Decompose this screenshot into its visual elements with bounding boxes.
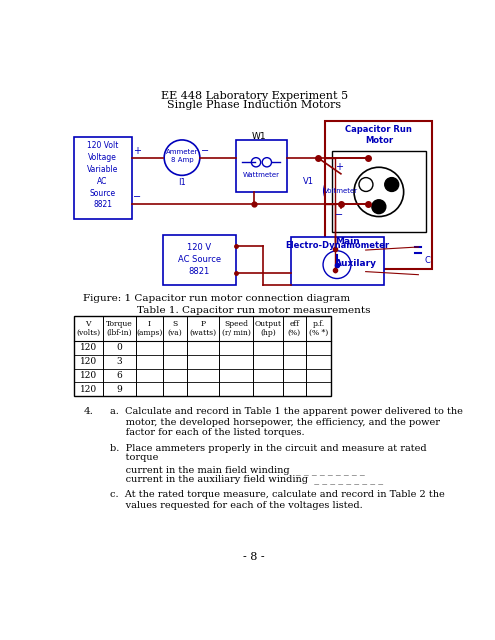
Text: 120: 120: [80, 357, 97, 366]
Text: S
(va): S (va): [168, 319, 182, 337]
Circle shape: [385, 177, 398, 191]
Text: Wattmeter: Wattmeter: [243, 172, 280, 177]
Text: 0: 0: [116, 343, 122, 353]
Text: C: C: [425, 257, 431, 266]
Text: 120 Volt
Voltage
Variable
AC
Source
8821: 120 Volt Voltage Variable AC Source 8821: [87, 141, 118, 209]
Text: torque: torque: [110, 452, 158, 461]
Text: 4.: 4.: [84, 407, 94, 416]
Text: 120: 120: [80, 385, 97, 394]
Circle shape: [372, 200, 386, 214]
Text: Main: Main: [335, 237, 359, 246]
Text: Single Phase Induction Motors: Single Phase Induction Motors: [167, 100, 341, 110]
Circle shape: [359, 177, 373, 191]
Text: Speed
(r/ min): Speed (r/ min): [222, 319, 250, 337]
Text: eff
(%): eff (%): [288, 319, 301, 337]
FancyBboxPatch shape: [163, 235, 236, 285]
Text: current in the auxiliary field winding  _ _ _ _ _ _ _ _ _: current in the auxiliary field winding _…: [110, 474, 383, 484]
Text: I1: I1: [178, 179, 186, 188]
Text: Voltmeter: Voltmeter: [324, 188, 358, 194]
Text: V1: V1: [303, 177, 314, 186]
Text: −: −: [133, 192, 141, 202]
Text: p.f.
(% *): p.f. (% *): [309, 319, 328, 337]
Text: W1: W1: [252, 132, 267, 141]
Text: P
(watts): P (watts): [190, 319, 216, 337]
Text: Table 1. Capacitor run motor measurements: Table 1. Capacitor run motor measurement…: [137, 307, 371, 316]
Text: Capacitor Run
Motor: Capacitor Run Motor: [346, 125, 412, 145]
Text: Torque
(lbf-in): Torque (lbf-in): [106, 319, 133, 337]
Text: b.  Place ammeters properly in the circuit and measure at rated: b. Place ammeters properly in the circui…: [110, 444, 427, 453]
Text: 6: 6: [116, 371, 122, 380]
FancyBboxPatch shape: [291, 237, 384, 285]
Text: Ammeter: Ammeter: [166, 149, 198, 156]
Text: 120: 120: [80, 343, 97, 353]
Text: EE 448 Laboratory Experiment 5: EE 448 Laboratory Experiment 5: [160, 91, 347, 100]
Text: 3: 3: [116, 357, 122, 366]
Text: Output
(hp): Output (hp): [254, 319, 282, 337]
Text: I
(amps): I (amps): [136, 319, 163, 337]
Text: V
(volts): V (volts): [76, 319, 100, 337]
Text: −: −: [335, 210, 344, 220]
Text: 9: 9: [116, 385, 122, 394]
Text: a.  Calculate and record in Table 1 the apparent power delivered to the
     mot: a. Calculate and record in Table 1 the a…: [110, 407, 463, 437]
Text: - 8 -: - 8 -: [243, 552, 265, 562]
FancyBboxPatch shape: [332, 152, 426, 232]
Text: c.  At the rated torque measure, calculate and record in Table 2 the
     values: c. At the rated torque measure, calculat…: [110, 490, 445, 509]
FancyBboxPatch shape: [236, 140, 287, 192]
Text: Auxilary: Auxilary: [335, 259, 377, 268]
Text: current in the main field winding  _ _ _ _ _ _ _ _ _: current in the main field winding _ _ _ …: [110, 466, 365, 476]
Text: Electro-Dynamometer: Electro-Dynamometer: [285, 241, 389, 250]
FancyBboxPatch shape: [73, 137, 132, 220]
Text: +: +: [133, 146, 141, 156]
Text: −: −: [200, 146, 209, 156]
Text: 120: 120: [80, 371, 97, 380]
Text: 120 V
AC Source
8821: 120 V AC Source 8821: [178, 243, 221, 276]
FancyBboxPatch shape: [73, 316, 331, 396]
FancyBboxPatch shape: [325, 121, 432, 269]
Text: +: +: [335, 161, 344, 172]
Text: 8 Amp: 8 Amp: [171, 157, 194, 163]
Text: Figure: 1 Capacitor run motor connection diagram: Figure: 1 Capacitor run motor connection…: [83, 294, 350, 303]
